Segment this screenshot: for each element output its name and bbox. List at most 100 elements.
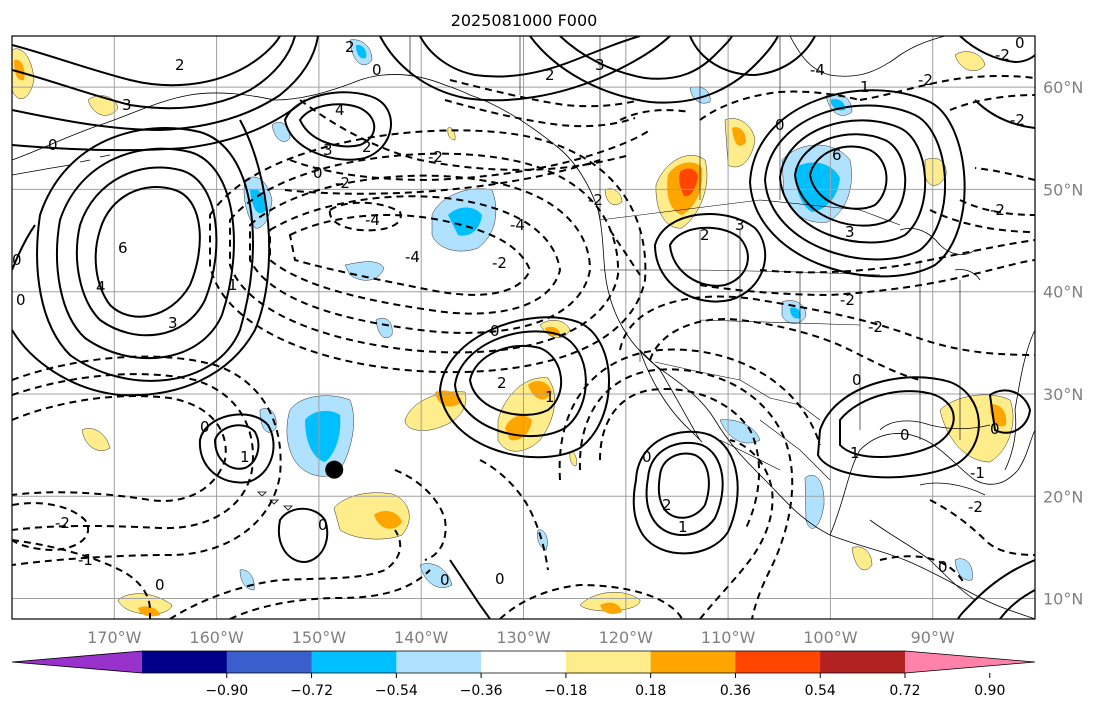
baja-california-coast (639, 349, 703, 443)
latitude-labels: 60°N 50°N 40°N 30°N 20°N 10°N (1043, 78, 1083, 608)
contour-label: -2 (55, 514, 70, 532)
shading-layer (12, 39, 1014, 617)
colorbar-tick-label: 0.72 (889, 683, 920, 699)
colorbar-tick-label: 0.54 (805, 683, 836, 699)
contour-label: 0 (900, 426, 910, 444)
lon-tick-label: 140°W (394, 628, 449, 647)
lat-tick-label: 20°N (1043, 487, 1083, 506)
colorbar-segment (650, 651, 736, 673)
colorbar-tick-label: −0.18 (544, 683, 587, 699)
colorbar-extend-min (12, 651, 142, 673)
contour-label: 0 (48, 136, 58, 154)
contour-label: -2 (335, 174, 350, 192)
lon-tick-label: 160°W (189, 628, 244, 647)
lon-tick-label: 130°W (496, 628, 551, 647)
colorbar-segment (142, 651, 228, 673)
colorbar (11, 650, 1036, 678)
shaded-region-orange (14, 59, 1007, 617)
central-america-coast (869, 519, 976, 601)
contour-label: 0 (155, 576, 165, 594)
lat-tick-label: 40°N (1043, 283, 1083, 302)
colorbar-segment (226, 651, 313, 673)
colorbar-tick-label: −0.72 (290, 683, 333, 699)
hudson-bay-coast (789, 36, 946, 77)
florida-coast (1004, 409, 1017, 471)
lon-tick-label: 100°W (803, 628, 858, 647)
contour-label: -2 (492, 254, 507, 272)
contour-label: -2 (428, 148, 443, 166)
contour-label: 3 (122, 96, 132, 114)
contour-label: 0 (318, 516, 328, 534)
contour-label: 0 (852, 371, 862, 389)
map-area: 6 4 3 4 3 2 0 3 2 2 0 0 -2 -4 -4 -4 -2 0… (12, 34, 1035, 619)
colorbar-tick-label: −0.36 (460, 683, 503, 699)
lat-tick-label: 50°N (1043, 180, 1083, 199)
contours-negative (12, 74, 1035, 619)
contour-label: 0 (490, 322, 500, 340)
contour-label: 1 (850, 444, 860, 462)
colorbar-tick-label: −0.90 (205, 683, 248, 699)
contour-label: 0 (440, 571, 450, 589)
contour-label: 0 (372, 61, 382, 79)
colorbar-segment (396, 651, 482, 673)
contour-label: 1 (545, 388, 555, 406)
great-lakes (899, 228, 981, 281)
longitude-labels: 170°W 160°W 150°W 140°W 130°W 120°W 110°… (87, 628, 955, 647)
contour-label: -4 (405, 248, 420, 266)
colorbar-segment (565, 651, 652, 673)
contour-label: 3 (595, 56, 605, 74)
cuba-coast (919, 482, 986, 496)
contour-label: -4 (510, 216, 525, 234)
contour-label: 0 (990, 420, 1000, 438)
gulf-coast (879, 420, 991, 431)
contour-label: 1 (228, 276, 238, 294)
contour-label: -1 (78, 551, 93, 569)
contour-label: 3 (168, 314, 178, 332)
contour-label: 0 (12, 251, 22, 269)
contour-label: 2 (662, 496, 672, 514)
lat-tick-label: 10°N (1043, 590, 1083, 609)
contour-label: -2 (1010, 111, 1025, 129)
contour-label: 0 (200, 418, 210, 436)
contour-label: 2 (700, 226, 710, 244)
map-frame (11, 35, 1036, 620)
contour-label: 0 (1015, 34, 1025, 52)
colorbar-segment (311, 651, 397, 673)
contour-label: 6 (832, 146, 842, 164)
contour-labels: 6 4 3 4 3 2 0 3 2 2 0 0 -2 -4 -4 -4 -2 0… (12, 34, 1025, 594)
contour-label: -2 (990, 201, 1005, 219)
contour-label: -2 (588, 191, 603, 209)
colorbar-outline (11, 650, 1036, 674)
contour-label: 0 (938, 558, 948, 576)
contour-label: 0 (775, 116, 785, 134)
mexico-states (719, 419, 831, 481)
lon-tick-label: 90°W (911, 628, 955, 647)
contour-label: 2 (545, 66, 555, 84)
aleutian-islands (12, 154, 111, 176)
contour-label: 2 (362, 138, 372, 156)
contour-label: 3 (845, 223, 855, 241)
contours-positive (12, 36, 1035, 619)
state-borders (600, 230, 961, 440)
location-marker (325, 460, 344, 479)
contour-label: 6 (118, 239, 128, 257)
us-mexico-border (654, 361, 821, 421)
contour-label: 2 (175, 56, 185, 74)
contour-label: 2 (345, 38, 355, 56)
contour-label: 0 (495, 570, 505, 588)
contour-label: 3 (323, 141, 333, 159)
colorbar-segment (735, 651, 821, 673)
lon-tick-label: 150°W (292, 628, 347, 647)
colorbar-tick-label: −0.54 (375, 683, 418, 699)
colorbar-segment (820, 651, 906, 673)
colorbar-tick-label: 0.36 (720, 683, 751, 699)
gulf-of-mexico-coast (829, 429, 1035, 536)
colorbar-tick-label: 0.90 (974, 683, 1005, 699)
figure-title: 2025081000 F000 (451, 11, 598, 30)
contour-label: 1 (240, 448, 250, 466)
contour-label: -2 (868, 318, 883, 336)
contour-label: 2 (497, 374, 507, 392)
contour-label: 1 (860, 78, 870, 96)
